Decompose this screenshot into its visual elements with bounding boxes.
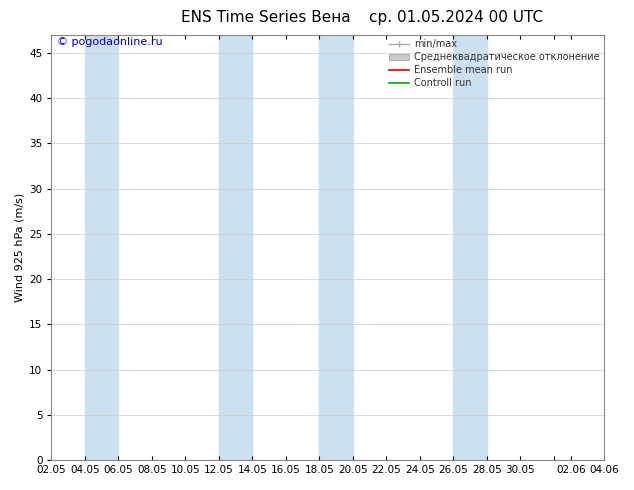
- Text: © pogodaonline.ru: © pogodaonline.ru: [57, 37, 162, 47]
- Text: ENS Time Series Вена: ENS Time Series Вена: [181, 10, 351, 25]
- Bar: [320, 35, 353, 460]
- Text: ср. 01.05.2024 00 UTC: ср. 01.05.2024 00 UTC: [370, 10, 543, 25]
- Y-axis label: Wind 925 hPa (m/s): Wind 925 hPa (m/s): [15, 193, 25, 302]
- Bar: [85, 35, 119, 460]
- Bar: [219, 35, 252, 460]
- Legend: min/max, Среднеквадратическое отклонение, Ensemble mean run, Controll run: min/max, Среднеквадратическое отклонение…: [387, 37, 602, 91]
- Bar: [453, 35, 487, 460]
